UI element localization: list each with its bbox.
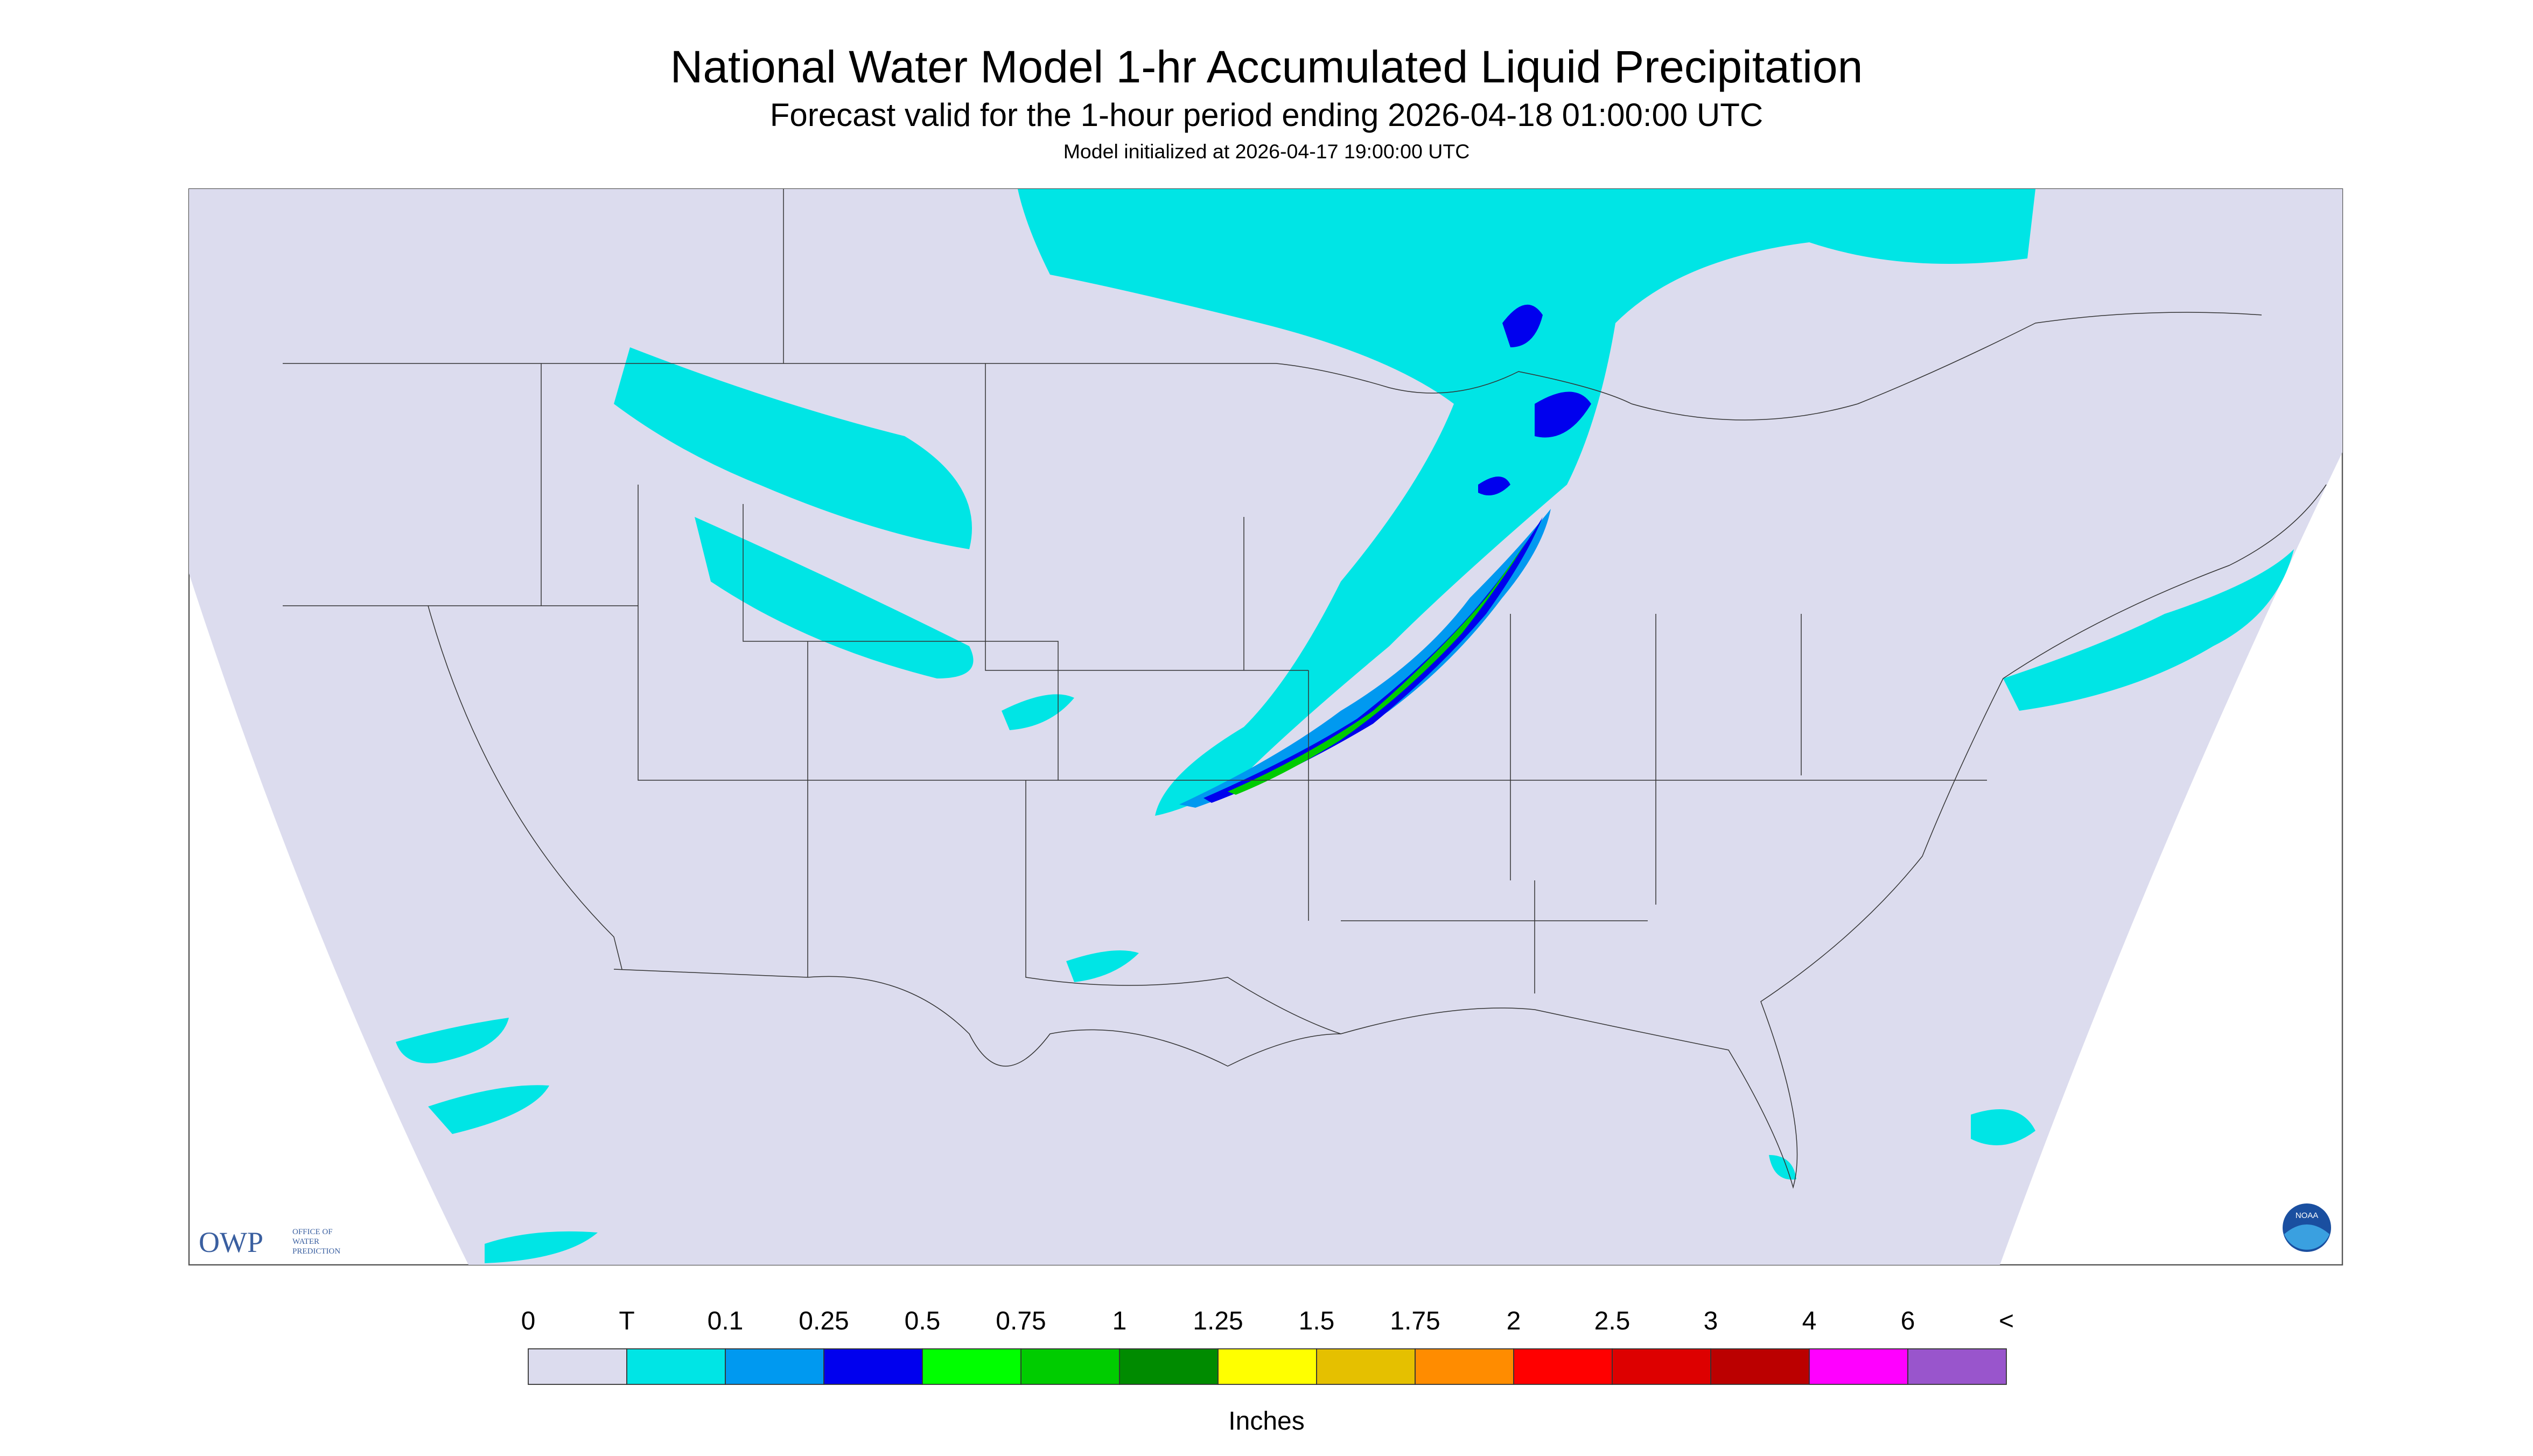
precip-core xyxy=(1478,304,1591,496)
title: National Water Model 1-hr Accumulated Li… xyxy=(670,41,1863,92)
colorbar-swatch xyxy=(1316,1348,1416,1385)
colorbar-label: < xyxy=(1999,1307,2014,1335)
colorbar-label: 1.5 xyxy=(1299,1307,1335,1335)
colorbar-swatch xyxy=(1513,1348,1613,1385)
colorbar-label: 1.25 xyxy=(1193,1307,1243,1335)
precip-area xyxy=(614,347,972,550)
coast xyxy=(613,484,2327,1189)
precip-area xyxy=(485,1231,598,1264)
owp-line: WATER xyxy=(292,1237,319,1246)
colorbar-swatch xyxy=(922,1348,1021,1385)
colorbar-swatch xyxy=(1809,1348,1908,1385)
precip-area xyxy=(1971,1109,2035,1146)
colorbar-label: 0.25 xyxy=(799,1307,849,1335)
owp-line: OFFICE OF xyxy=(292,1228,333,1236)
colorbar-label: 1.75 xyxy=(1390,1307,1440,1335)
borders xyxy=(283,189,2327,1189)
colorbar-label: 3 xyxy=(1704,1307,1718,1335)
precip-band xyxy=(1018,189,2035,816)
precip-light xyxy=(396,189,2294,1264)
colorbar-label: 0.1 xyxy=(708,1307,744,1335)
owp-logo: OWP xyxy=(199,1226,263,1258)
precip-area xyxy=(695,517,974,679)
colorbar-label: 6 xyxy=(1901,1307,1915,1335)
colorbar-swatch xyxy=(1907,1348,2007,1385)
colorbar-label: 2.5 xyxy=(1594,1307,1631,1335)
colorbar-swatch xyxy=(1415,1348,1514,1385)
precip-area xyxy=(428,1085,549,1135)
colorbar-swatch xyxy=(1612,1348,1711,1385)
owp-logo-text: OFFICE OF WATER PREDICTION xyxy=(292,1228,340,1256)
colorbar-swatch xyxy=(626,1348,726,1385)
precip-area xyxy=(1769,1155,1796,1180)
colorbar-label: 0.75 xyxy=(996,1307,1046,1335)
colorbar-swatch xyxy=(528,1348,627,1385)
border xyxy=(283,189,2262,421)
owp-line: PREDICTION xyxy=(292,1247,340,1256)
border xyxy=(283,363,1987,1034)
colorbar-label: 2 xyxy=(1507,1307,1521,1335)
init-note: Model initialized at 2026-04-17 19:00:00… xyxy=(1063,140,1470,163)
colorbar-label: 4 xyxy=(1802,1307,1817,1335)
subtitle: Forecast valid for the 1-hour period end… xyxy=(770,97,1763,133)
colorbar-label: 0 xyxy=(521,1307,536,1335)
colorbar-swatch xyxy=(823,1348,923,1385)
colorbar-label: 1 xyxy=(1112,1307,1127,1335)
noaa-wave xyxy=(2284,1224,2329,1250)
precip-heavy xyxy=(1179,304,1591,808)
precip-area xyxy=(2003,549,2294,711)
precip-area xyxy=(1066,950,1139,983)
colorbar-swatch xyxy=(1710,1348,1810,1385)
precip-area xyxy=(1002,694,1074,731)
colorbar-swatch xyxy=(1020,1348,1120,1385)
colorbar-swatch xyxy=(725,1348,824,1385)
colorbar-swatch xyxy=(1217,1348,1317,1385)
colorbar-swatch xyxy=(1119,1348,1219,1385)
map: OWP OFFICE OF WATER PREDICTION NOAA xyxy=(188,188,2343,1266)
colorbar-label: T xyxy=(619,1307,634,1335)
precip-area xyxy=(396,1018,509,1063)
colorbar: 0 T 0.1 0.25 0.5 0.75 1 1.25 1.5 1.75 2 2.5 3 4 6 < xyxy=(521,1307,2014,1385)
colorbar-unit: Inches xyxy=(1228,1407,1304,1436)
colorbar-label: 0.5 xyxy=(905,1307,941,1335)
noaa-text: NOAA xyxy=(2296,1211,2319,1220)
